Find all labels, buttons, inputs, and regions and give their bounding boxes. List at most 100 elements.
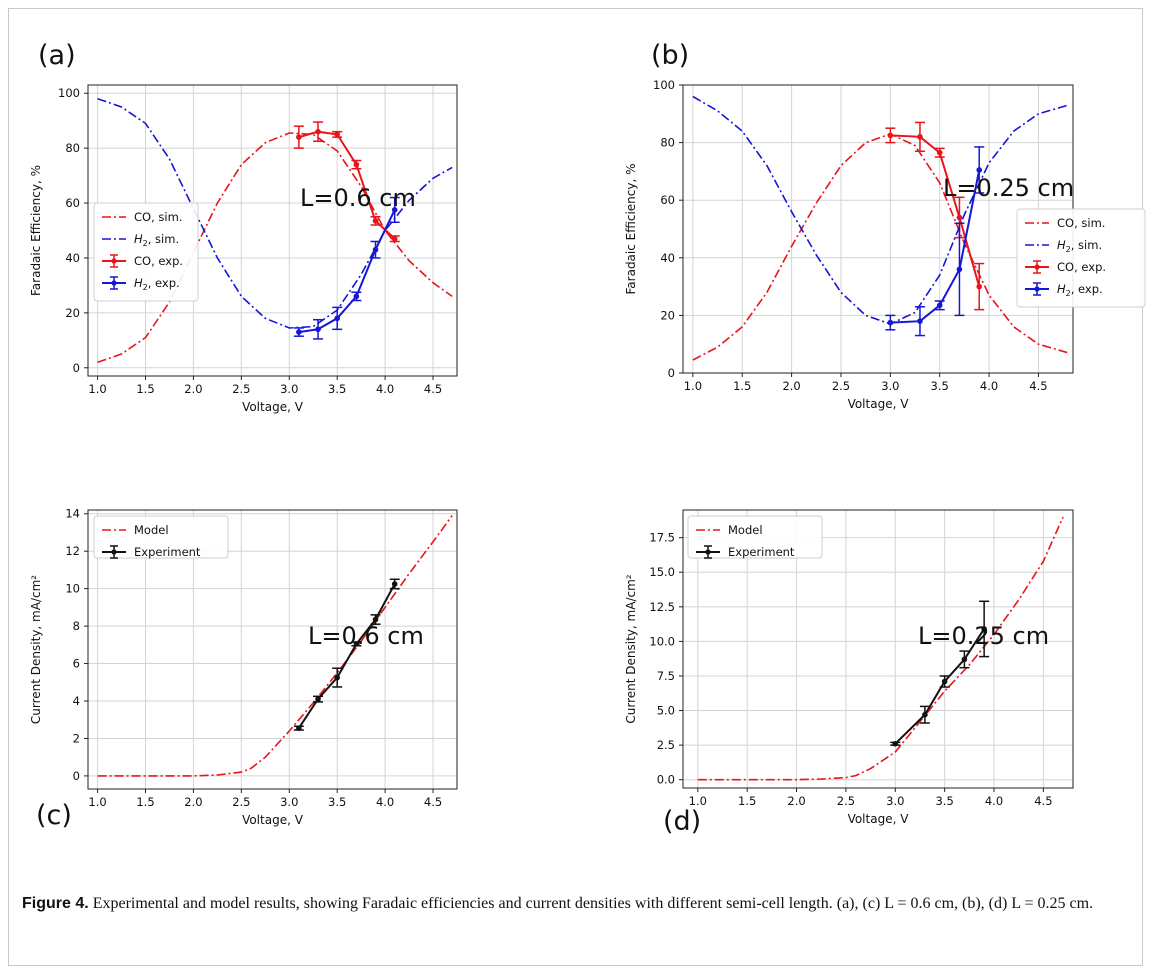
- legend-label-part: 2: [1066, 289, 1071, 298]
- panel-label-d: (d): [663, 806, 702, 837]
- x-axis-label: Voltage, V: [848, 397, 910, 411]
- x-tick-label: 1.0: [684, 379, 702, 393]
- x-tick-label: 2.0: [184, 795, 202, 809]
- y-tick-label: 100: [653, 78, 675, 92]
- legend-label-part: H: [134, 232, 143, 246]
- y-tick-label: 14: [65, 507, 80, 521]
- figure-frame: [8, 8, 1143, 966]
- legend: CO, sim.H2, sim.CO, exp.H2, exp.: [93, 202, 199, 302]
- data-point: [296, 134, 302, 140]
- chart-b-faradaic-efficiency: 1.0 1.5 2.0 2.5 3.0 3.5 4.0 4.5 0 20 40 60 80 100 Volt…: [624, 78, 1146, 411]
- y-tick-label: 6: [73, 657, 80, 671]
- axis-ticks: 1.0 1.5 2.0 2.5 3.0 3.5 4.0 4.5 0 20 40 60 80 100: [653, 78, 1048, 393]
- x-tick-label: 4.0: [376, 795, 394, 809]
- x-tick-label: 1.5: [733, 379, 751, 393]
- y-tick-label: 60: [65, 196, 80, 210]
- legend: CO, sim.H2, sim.CO, exp.H2, exp.: [1016, 208, 1146, 308]
- y-tick-label: 100: [58, 86, 80, 100]
- x-tick-label: 2.0: [782, 379, 800, 393]
- data-point: [892, 740, 899, 747]
- axis-ticks: 1.0 1.5 2.0 2.5 3.0 3.5 4.0 4.5 0 20 40 60 80 100: [58, 86, 442, 396]
- legend: Model Experiment: [93, 515, 229, 559]
- x-tick-label: 4.5: [1034, 794, 1052, 808]
- y-axis-label: Faradaic Efficiency, %: [29, 165, 43, 296]
- data-point: [976, 283, 983, 290]
- x-tick-label: 1.0: [689, 794, 707, 808]
- series-line: [697, 516, 1064, 781]
- y-tick-label: 0.0: [657, 773, 675, 787]
- y-tick-label: 12.5: [649, 600, 675, 614]
- data-point: [936, 149, 943, 156]
- legend-swatch-marker: [111, 258, 117, 264]
- y-tick-label: 10.0: [649, 634, 675, 648]
- y-tick-label: 8: [73, 619, 80, 633]
- x-tick-label: 2.5: [832, 379, 850, 393]
- x-tick-label: 3.0: [886, 794, 904, 808]
- data-point: [334, 674, 340, 681]
- series-1: [692, 95, 1069, 325]
- y-tick-label: 2.5: [657, 738, 675, 752]
- plot-area-frame: [682, 84, 1074, 374]
- legend-label-part: 2: [1066, 245, 1071, 254]
- y-tick-label: 10: [65, 582, 80, 596]
- data-point: [956, 266, 963, 273]
- plot-area-frame: [682, 509, 1074, 789]
- legend-box: [93, 202, 199, 302]
- legend-label-part: H: [134, 276, 143, 290]
- data-point: [887, 319, 894, 326]
- legend-label-part: H: [1057, 238, 1066, 252]
- series-3: [293, 196, 400, 340]
- series-line: [298, 130, 396, 240]
- x-tick-label: 3.0: [280, 382, 298, 396]
- y-tick-label: 17.5: [649, 531, 675, 545]
- panel-label-a: (a): [38, 40, 76, 71]
- x-axis-label: Voltage, V: [242, 400, 304, 414]
- chart-d-current-density: 1.0 1.5 2.0 2.5 3.0 3.5 4.0 4.5 0.0 2.5 5.0 7.5 10.0…: [624, 509, 1074, 826]
- series-0: [97, 515, 453, 777]
- legend-swatch-marker: [705, 549, 711, 555]
- x-tick-label: 3.5: [931, 379, 949, 393]
- data-point: [372, 218, 379, 224]
- y-tick-label: 7.5: [657, 669, 675, 683]
- series-line: [97, 97, 453, 329]
- x-tick-label: 2.0: [787, 794, 805, 808]
- legend-label-part: 2: [143, 239, 148, 248]
- legend-label: H2, sim.: [1057, 238, 1102, 254]
- y-tick-label: 20: [660, 308, 675, 322]
- y-tick-label: 0: [73, 361, 80, 375]
- legend-box: [1016, 208, 1146, 308]
- chart-a-faradaic-efficiency: 1.0 1.5 2.0 2.5 3.0 3.5 4.0 4.5 0 20 40 60 80 100 Volt…: [29, 84, 458, 414]
- legend-label: CO, exp.: [1057, 260, 1106, 274]
- x-tick-label: 1.5: [738, 794, 756, 808]
- x-tick-label: 4.5: [424, 795, 442, 809]
- x-tick-label: 4.5: [424, 382, 442, 396]
- annotation-length: L=0.25 cm: [943, 174, 1074, 202]
- data-point: [353, 293, 360, 300]
- legend-box: [93, 515, 229, 559]
- data-point: [315, 128, 321, 135]
- data-point: [917, 134, 923, 140]
- panel-label-b: (b): [651, 40, 690, 71]
- series-0: [97, 132, 453, 364]
- series-line: [298, 209, 396, 334]
- legend-label-part: 2: [143, 283, 148, 292]
- y-axis-label: Current Density, mA/cm²: [624, 574, 638, 723]
- data-point: [296, 725, 302, 731]
- series-line: [692, 133, 1069, 361]
- annotation-length: L=0.6 cm: [308, 622, 424, 650]
- data-point: [315, 326, 321, 333]
- series-3: [885, 146, 985, 337]
- y-tick-label: 15.0: [649, 565, 675, 579]
- legend-label-part: , sim.: [148, 232, 179, 246]
- x-axis-label: Voltage, V: [242, 813, 304, 827]
- legend-swatch-marker: [111, 280, 117, 286]
- series-line: [97, 132, 453, 364]
- y-tick-label: 5.0: [657, 704, 675, 718]
- legend-label: CO, sim.: [1057, 216, 1105, 230]
- series-0: [697, 516, 1064, 781]
- legend-label-part: , sim.: [1071, 238, 1102, 252]
- data-point: [391, 207, 398, 213]
- legend-label: CO, sim.: [134, 210, 182, 224]
- x-tick-label: 3.0: [280, 795, 298, 809]
- data-point: [372, 616, 379, 623]
